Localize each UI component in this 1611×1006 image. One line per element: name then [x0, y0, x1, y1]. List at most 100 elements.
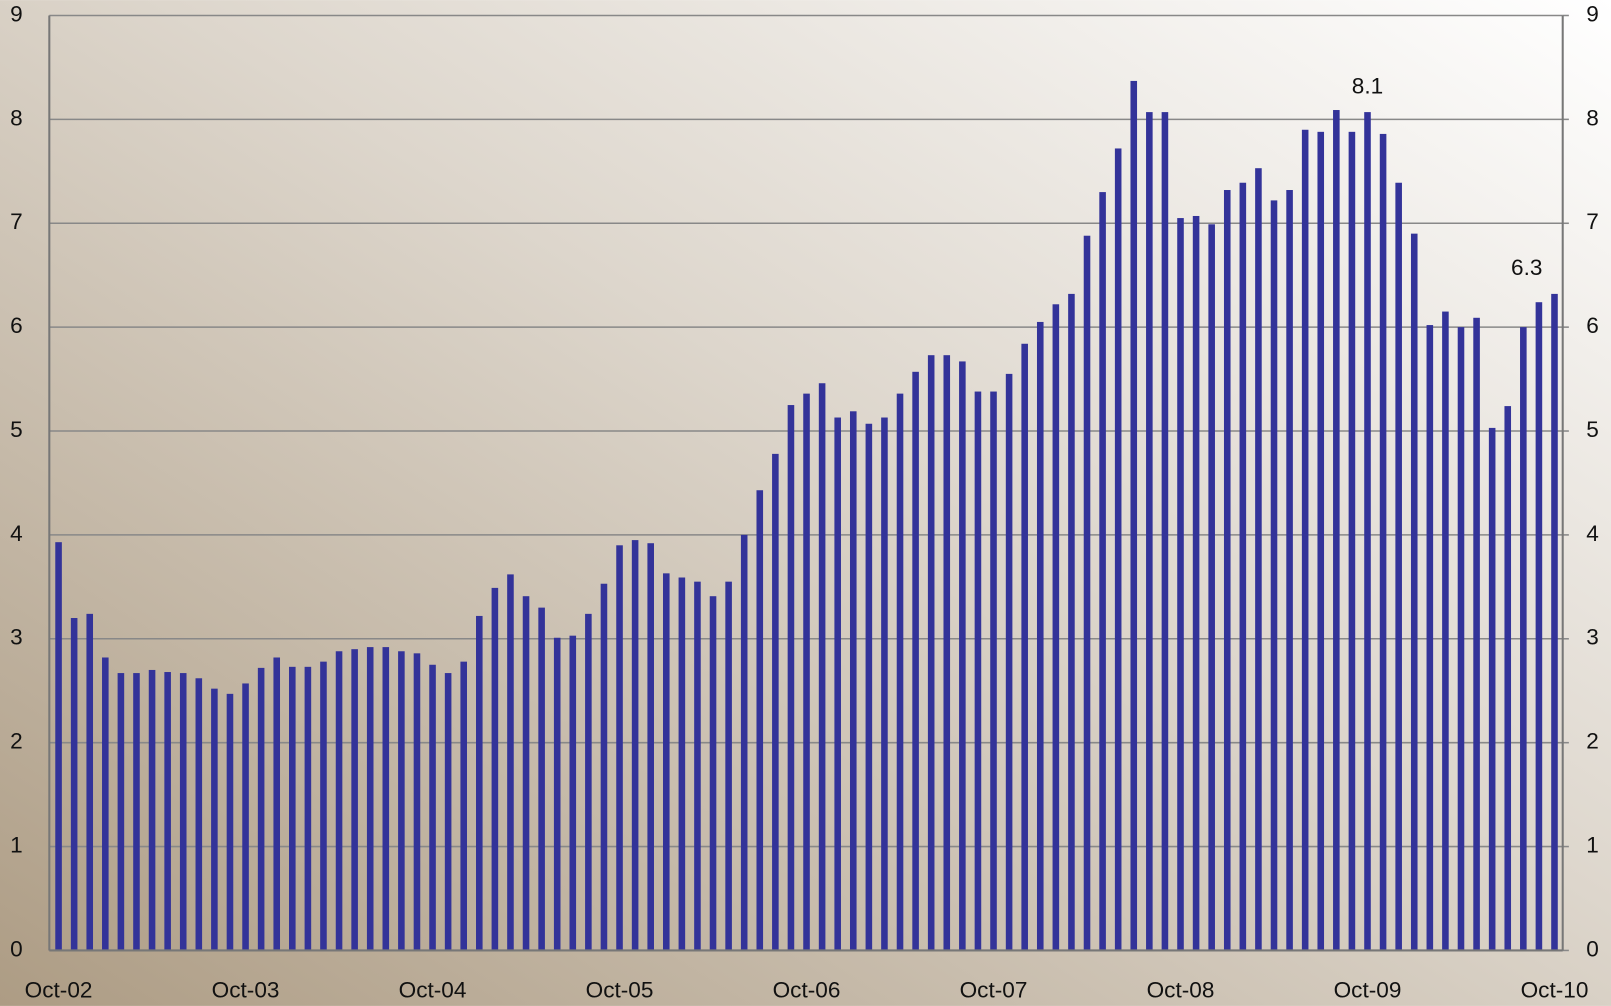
bar — [927, 355, 935, 951]
bar — [491, 587, 499, 951]
bar — [616, 545, 623, 951]
bar — [1005, 373, 1013, 951]
bar — [335, 651, 343, 951]
bar — [1192, 215, 1200, 951]
bar — [444, 673, 452, 951]
bar — [772, 453, 779, 951]
bar — [117, 673, 125, 951]
bar — [366, 647, 374, 951]
y2-tick-label: 0 — [1586, 936, 1599, 961]
x-tick-label: Oct-10 — [1521, 978, 1589, 1003]
y-tick-label: 6 — [10, 313, 23, 338]
bar — [834, 417, 841, 951]
bar — [662, 573, 670, 951]
bar — [787, 405, 795, 951]
bar — [1255, 168, 1262, 951]
bar — [896, 393, 904, 951]
y-tick-label: 0 — [10, 936, 23, 961]
x-tick-label: Oct-08 — [1147, 978, 1215, 1003]
bar — [865, 423, 873, 951]
y2-tick-label: 2 — [1586, 729, 1599, 754]
bar — [1146, 112, 1153, 951]
bar — [429, 664, 436, 951]
bar — [725, 581, 732, 951]
bar — [974, 391, 982, 951]
bar — [538, 607, 545, 951]
bar — [585, 613, 592, 951]
bar — [102, 657, 109, 951]
bar — [382, 647, 390, 951]
bar — [522, 596, 530, 951]
bar — [164, 672, 171, 951]
x-tick-label: Oct-09 — [1334, 978, 1402, 1003]
bar — [990, 391, 997, 951]
bar — [959, 361, 966, 951]
bar — [476, 615, 483, 951]
bar — [1068, 293, 1075, 951]
bar — [740, 534, 748, 951]
y2-tick-label: 3 — [1586, 625, 1599, 650]
bar — [1083, 235, 1091, 951]
bar — [1161, 112, 1169, 951]
bar — [1395, 182, 1402, 951]
bar — [694, 581, 701, 951]
bar — [1520, 327, 1527, 951]
bar — [849, 411, 857, 951]
bar — [1177, 218, 1184, 951]
y2-tick-label: 6 — [1586, 313, 1599, 338]
y2-tick-label: 8 — [1586, 105, 1599, 130]
bar — [1488, 427, 1496, 951]
bar — [148, 669, 156, 951]
bar — [1379, 133, 1387, 951]
bar — [1286, 190, 1293, 951]
data-label: 6.3 — [1511, 255, 1542, 280]
bar — [242, 683, 249, 951]
y-tick-label: 7 — [10, 209, 23, 234]
x-tick-label: Oct-05 — [586, 978, 654, 1003]
bar — [1301, 129, 1309, 951]
bar — [273, 657, 281, 951]
bar — [1410, 233, 1418, 951]
x-tick-label: Oct-04 — [399, 978, 467, 1003]
bar — [678, 577, 686, 951]
bar — [398, 651, 405, 951]
bar — [351, 649, 358, 951]
y-tick-label: 2 — [10, 729, 23, 754]
y2-tick-label: 4 — [1586, 521, 1599, 546]
bar — [195, 678, 203, 951]
bar — [1099, 192, 1106, 951]
bar — [133, 673, 140, 951]
x-tick-label: Oct-07 — [960, 978, 1028, 1003]
bar — [1021, 343, 1028, 951]
bar — [1348, 131, 1356, 951]
bar — [86, 613, 94, 951]
bar — [70, 618, 78, 951]
x-tick-label: Oct-02 — [25, 978, 93, 1003]
bar — [943, 355, 951, 951]
x-tick-label: Oct-06 — [773, 978, 841, 1003]
bar — [320, 661, 327, 951]
bar — [257, 667, 265, 951]
bar — [211, 688, 218, 951]
bar — [304, 666, 312, 951]
y-tick-label: 8 — [10, 105, 23, 130]
bar — [709, 596, 717, 951]
bar — [55, 542, 62, 951]
bar — [756, 490, 764, 951]
bar — [1317, 131, 1325, 951]
bar — [803, 393, 810, 951]
bar — [1036, 321, 1044, 951]
bar — [1223, 190, 1231, 951]
bar — [1473, 317, 1480, 951]
bar — [226, 693, 234, 951]
bar — [1239, 182, 1247, 951]
bar — [1114, 148, 1122, 951]
bar — [569, 635, 577, 951]
bar — [1052, 304, 1060, 951]
bar — [647, 543, 654, 951]
y2-tick-label: 9 — [1586, 1, 1599, 26]
y-tick-label: 5 — [10, 417, 23, 442]
bar — [413, 653, 421, 951]
bar — [1442, 311, 1449, 951]
